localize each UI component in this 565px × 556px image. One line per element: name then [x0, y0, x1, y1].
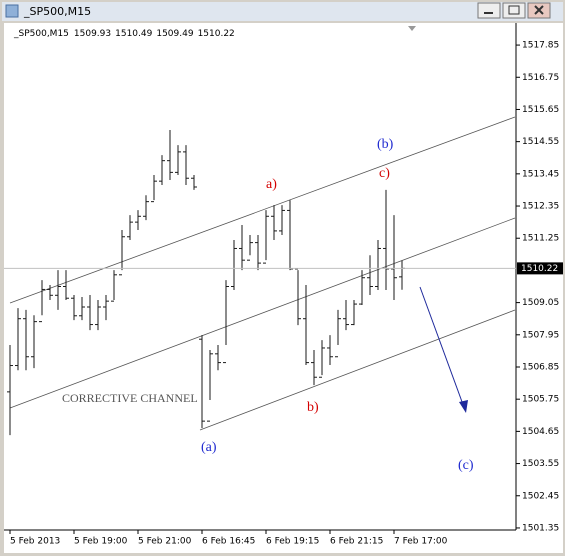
price-bars [7, 129, 405, 436]
y-tick-label: 1515.65 [522, 105, 559, 115]
window-icon [5, 4, 19, 18]
y-tick-label: 1503.55 [522, 459, 559, 469]
x-tick-label: 6 Feb 16:45 [202, 537, 255, 547]
info-line: _SP500,M15 1509.93 1510.49 1509.49 1510.22 [13, 29, 235, 39]
y-tick-label: 1512.35 [522, 202, 559, 212]
channel-label: CORRECTIVE CHANNEL [62, 391, 198, 405]
y-tick-label: 1501.35 [522, 523, 559, 533]
wave-label: (c) [458, 458, 474, 473]
forecast-arrow [419, 286, 466, 411]
wave-label: b) [307, 400, 319, 415]
last-price-label: 1510.22 [521, 264, 558, 274]
window-title: _SP500,M15 [23, 5, 91, 18]
info-low: 1509.49 [156, 29, 193, 39]
x-tick-label: 7 Feb 17:00 [394, 537, 448, 547]
info-open: 1509.93 [74, 29, 111, 39]
maximize-button[interactable] [502, 2, 526, 19]
y-tick-label: 1517.85 [522, 41, 559, 51]
shift-marker [408, 26, 416, 31]
wave-label: (b) [377, 137, 394, 152]
maximize-glyph [508, 5, 520, 15]
y-tick-label: 1511.25 [522, 234, 559, 244]
wave-label: (a) [201, 440, 217, 455]
y-tick-label: 1516.75 [522, 73, 559, 83]
y-tick-label: 1507.95 [522, 330, 559, 340]
channel-lower [199, 309, 516, 431]
y-tick-label: 1509.05 [522, 298, 559, 308]
chart-area [4, 23, 563, 553]
y-tick-label: 1506.85 [522, 362, 559, 372]
info-symbol: _SP500,M15 [13, 29, 69, 39]
title-bar [2, 2, 563, 21]
y-tick-label: 1514.55 [522, 137, 559, 147]
x-tick-label: 6 Feb 21:15 [330, 537, 383, 547]
y-tick-label: 1513.45 [522, 169, 559, 179]
x-tick-label: 5 Feb 19:00 [74, 537, 128, 547]
minimize-button[interactable] [477, 2, 501, 19]
last-price-box [517, 262, 563, 275]
x-tick-label: 5 Feb 21:00 [138, 537, 192, 547]
info-high: 1510.49 [115, 29, 152, 39]
y-tick-label: 1505.75 [522, 395, 559, 405]
minimize-glyph [484, 12, 493, 14]
channel-middle [9, 217, 516, 409]
x-tick-label: 6 Feb 19:15 [266, 537, 319, 547]
info-close: 1510.22 [198, 29, 235, 39]
y-tick-label: 1502.45 [522, 491, 559, 501]
channel-upper [9, 116, 516, 304]
close-glyph [534, 5, 544, 15]
forecast-arrowhead [459, 400, 468, 413]
wave-label: a) [266, 177, 277, 192]
x-tick-label: 5 Feb 2013 [10, 537, 60, 547]
wave-label: c) [379, 166, 390, 181]
y-tick-label: 1504.65 [522, 427, 559, 437]
